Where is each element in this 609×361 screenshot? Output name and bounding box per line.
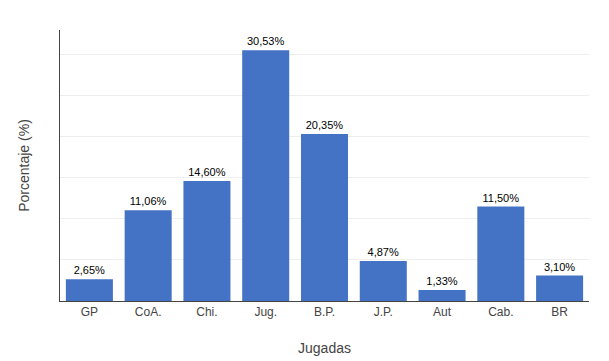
svg-text:14,60%: 14,60% <box>188 166 226 178</box>
svg-text:2,65%: 2,65% <box>74 264 105 276</box>
svg-text:GP: GP <box>81 305 98 319</box>
svg-text:11,50%: 11,50% <box>482 192 519 204</box>
svg-text:Cab.: Cab. <box>488 305 513 319</box>
svg-text:BR: BR <box>551 305 568 319</box>
svg-text:B.P.: B.P. <box>314 305 335 319</box>
svg-text:3,10%: 3,10% <box>544 261 575 273</box>
svg-text:30,53%: 30,53% <box>247 35 285 47</box>
svg-text:Aut: Aut <box>433 305 452 319</box>
svg-text:11,06%: 11,06% <box>130 195 167 207</box>
svg-text:CoA.: CoA. <box>135 305 162 319</box>
svg-text:Chi.: Chi. <box>196 305 217 319</box>
svg-text:Porcentaje (%): Porcentaje (%) <box>16 119 32 212</box>
svg-text:Jug.: Jug. <box>254 305 277 319</box>
svg-text:J.P.: J.P. <box>374 305 393 319</box>
svg-text:4,87%: 4,87% <box>368 246 399 258</box>
svg-text:20,35%: 20,35% <box>306 119 344 131</box>
svg-text:1,33%: 1,33% <box>426 275 457 287</box>
svg-text:Jugadas: Jugadas <box>298 340 351 356</box>
